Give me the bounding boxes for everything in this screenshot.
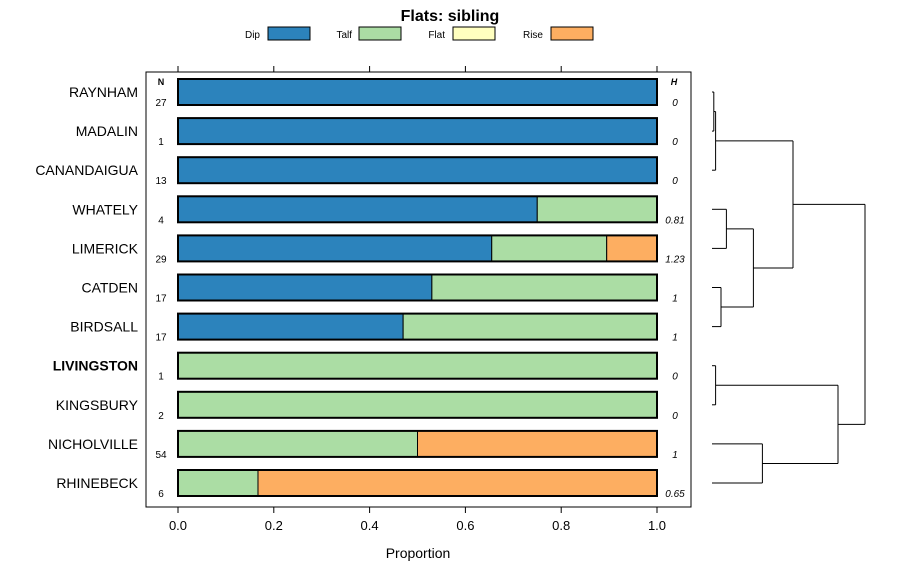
h-value-rhinebeck: 0.65 xyxy=(665,489,685,500)
h-value-livingston: 0 xyxy=(672,372,678,383)
category-label-kingsbury: KINGSBURY xyxy=(56,397,139,413)
n-value-whately: 4 xyxy=(158,215,164,226)
legend: Dip Talf Flat Rise xyxy=(245,26,594,41)
bar-outline-madalin xyxy=(177,117,658,146)
legend-swatch-rise xyxy=(550,26,594,41)
legend-swatch-dip xyxy=(267,26,311,41)
n-value-kingsbury: 2 xyxy=(158,411,164,422)
bar-segment-dip-limerick xyxy=(177,234,493,262)
x-tick-label: 0.0 xyxy=(169,518,187,533)
plot-frame xyxy=(145,71,692,508)
h-value-raynham: 0 xyxy=(672,98,678,109)
bar-segment-dip-canandaigua xyxy=(177,156,658,184)
h-header: H xyxy=(671,77,678,87)
x-tick-label: 0.2 xyxy=(265,518,283,533)
bar-outline-catden xyxy=(177,273,658,302)
x-tick-label: 0.8 xyxy=(552,518,570,533)
h-value-catden: 1 xyxy=(672,294,678,305)
bar-segment-talf-kingsbury xyxy=(177,391,658,419)
n-value-nicholville: 54 xyxy=(155,450,167,461)
bar-segment-dip-madalin xyxy=(177,117,658,145)
bar-outline-nicholville xyxy=(177,429,658,458)
category-label-canandaigua: CANANDAIGUA xyxy=(35,162,138,178)
bar-segment-talf-whately xyxy=(536,195,658,223)
legend-label-talf: Talf xyxy=(336,30,352,41)
bar-segment-talf-limerick xyxy=(491,234,608,262)
legend-label-dip: Dip xyxy=(245,30,260,41)
bar-outline-raynham xyxy=(177,78,658,106)
axes: 0.0 0.2 0.4 0.6 0.8 1.0 xyxy=(169,66,666,533)
x-tick-label: 0.6 xyxy=(456,518,474,533)
n-value-canandaigua: 13 xyxy=(155,176,167,187)
bar-segment-talf-birdsall xyxy=(402,313,658,341)
bar-segment-dip-catden xyxy=(177,274,433,301)
category-label-nicholville: NICHOLVILLE xyxy=(48,436,138,452)
n-value-limerick: 29 xyxy=(155,254,167,265)
bar-segment-talf-catden xyxy=(431,274,658,301)
category-label-limerick: LIMERICK xyxy=(72,240,139,256)
x-axis-label: Proportion xyxy=(386,545,451,561)
bar-segment-talf-livingston xyxy=(177,352,658,380)
bar-segment-talf-nicholville xyxy=(177,430,418,458)
bar-segment-dip-whately xyxy=(177,195,538,223)
n-value-raynham: 27 xyxy=(155,98,167,109)
category-label-whately: WHATELY xyxy=(72,201,138,217)
bar-outline-livingston xyxy=(177,351,658,380)
n-value-madalin: 1 xyxy=(158,137,164,148)
legend-swatch-flat xyxy=(452,26,496,41)
category-label-birdsall: BIRDSALL xyxy=(70,319,138,335)
bar-segment-rise-rhinebeck xyxy=(257,469,658,497)
category-label-raynham: RAYNHAM xyxy=(69,84,138,100)
legend-swatch-talf xyxy=(358,26,402,41)
category-label-livingston: LIVINGSTON xyxy=(53,358,138,374)
x-tick-label: 1.0 xyxy=(648,518,666,533)
n-value-rhinebeck: 6 xyxy=(158,489,164,500)
bar-outline-birdsall xyxy=(177,312,658,341)
bar-segment-dip-raynham xyxy=(177,78,658,106)
h-value-whately: 0.81 xyxy=(665,215,684,226)
h-value-kingsbury: 0 xyxy=(672,411,678,422)
bar-outline-rhinebeck xyxy=(177,469,658,497)
bar-outline-kingsbury xyxy=(177,390,658,419)
dendrogram xyxy=(712,91,866,484)
category-label-catden: CATDEN xyxy=(81,280,138,296)
legend-label-flat: Flat xyxy=(428,30,445,41)
bar-segment-talf-rhinebeck xyxy=(177,469,259,497)
bar-segment-rise-nicholville xyxy=(417,430,658,458)
bar-outline-canandaigua xyxy=(177,156,658,185)
n-value-catden: 17 xyxy=(155,294,167,305)
n-value-livingston: 1 xyxy=(158,372,164,383)
legend-label-rise: Rise xyxy=(523,30,543,41)
h-value-limerick: 1.23 xyxy=(665,254,685,265)
h-value-madalin: 0 xyxy=(672,137,678,148)
category-label-rhinebeck: RHINEBECK xyxy=(56,475,138,491)
n-value-birdsall: 17 xyxy=(155,333,167,344)
h-value-nicholville: 1 xyxy=(672,450,678,461)
n-header: N xyxy=(158,77,165,87)
category-label-madalin: MADALIN xyxy=(76,123,138,139)
x-tick-label: 0.4 xyxy=(361,518,379,533)
bar-segment-dip-birdsall xyxy=(177,313,404,341)
h-value-canandaigua: 0 xyxy=(672,176,678,187)
bar-segment-rise-limerick xyxy=(606,234,658,262)
bar-outline-whately xyxy=(177,195,658,224)
rows: RAYNHAM 27 0 MADALIN 1 0 CANANDAIGUA 13 0 WHATELY… xyxy=(35,78,685,500)
chart-title: Flats: sibling xyxy=(401,8,500,25)
h-value-birdsall: 1 xyxy=(672,333,678,344)
bar-outline-limerick xyxy=(177,234,658,263)
